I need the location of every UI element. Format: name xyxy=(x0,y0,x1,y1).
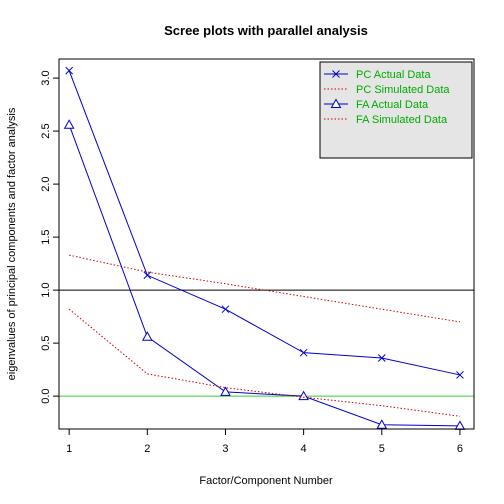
cross-marker xyxy=(65,66,74,75)
series-1 xyxy=(69,254,461,323)
y-tick-label: 2.5 xyxy=(40,123,52,138)
y-tick-label: 2.0 xyxy=(40,176,52,191)
series-layer xyxy=(63,66,466,430)
x-tick-label: 6 xyxy=(457,443,463,455)
series-0 xyxy=(65,66,464,379)
y-tick-label: 0.5 xyxy=(40,335,52,350)
x-tick-label: 1 xyxy=(66,443,72,455)
triangle-marker xyxy=(330,98,342,108)
legend-label: FA Simulated Data xyxy=(356,114,448,126)
legend-box xyxy=(319,61,473,159)
y-axis: 0.0 0.5 1.0 1.5 2.0 2.5 3.0 xyxy=(40,70,59,404)
legend: PC Actual Data PC Simulated Data FA Actual… xyxy=(319,61,473,159)
triangle-marker xyxy=(220,386,231,396)
y-tick-label: 3.0 xyxy=(40,70,52,85)
legend-label: PC Simulated Data xyxy=(356,84,450,96)
x-tick-label: 2 xyxy=(144,443,150,455)
series-line xyxy=(68,124,460,427)
reference-lines xyxy=(59,289,474,397)
triangle-marker xyxy=(376,419,388,429)
cross-marker xyxy=(456,371,464,379)
series-3 xyxy=(68,308,460,417)
x-tick-label: 3 xyxy=(222,443,228,455)
cross-marker xyxy=(143,271,152,280)
y-tick-label: 0.0 xyxy=(40,388,52,403)
x-axis-label: Factor/Component Number xyxy=(199,475,333,487)
cross-marker xyxy=(377,354,386,362)
series-line xyxy=(68,70,461,376)
x-axis: 1 2 3 4 5 6 xyxy=(66,429,463,455)
legend-label: FA Actual Data xyxy=(356,99,429,111)
x-tick-label: 5 xyxy=(379,443,385,455)
cross-marker xyxy=(299,348,308,357)
y-axis-label: eigenvalues of principal components and … xyxy=(6,107,18,380)
series-line xyxy=(69,254,461,323)
x-tick-label: 4 xyxy=(301,443,307,455)
legend-label: PC Actual Data xyxy=(356,69,431,81)
series-line xyxy=(68,308,460,417)
triangle-marker xyxy=(298,390,309,401)
triangle-marker xyxy=(63,119,75,129)
y-tick-label: 1.0 xyxy=(40,282,52,297)
plot-frame xyxy=(58,58,475,430)
triangle-marker xyxy=(141,331,153,341)
chart-title: Scree plots with parallel analysis xyxy=(164,23,368,38)
cross-marker xyxy=(332,70,340,78)
cross-marker xyxy=(221,305,230,314)
y-tick-label: 1.5 xyxy=(40,229,52,244)
series-2 xyxy=(63,119,466,430)
